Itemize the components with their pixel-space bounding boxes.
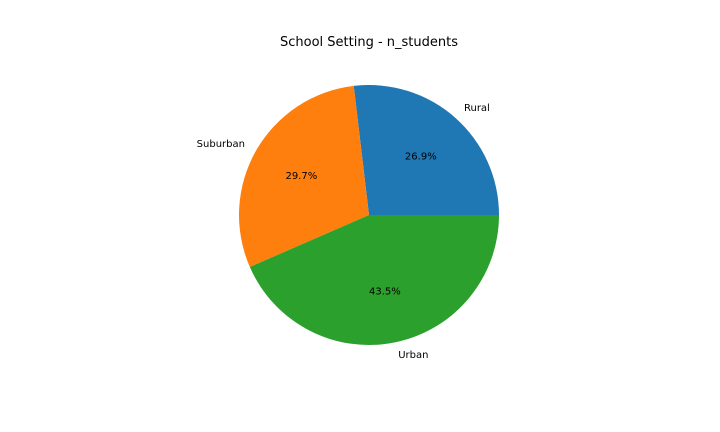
pie-slice-urban [249, 215, 499, 345]
pie-slice-rural [353, 84, 499, 215]
slice-label-rural: Rural [464, 103, 490, 114]
pie-slice-suburban [239, 85, 369, 267]
slice-value-rural: 26.9% [405, 152, 437, 163]
slice-label-suburban: Suburban [197, 139, 245, 150]
slice-label-urban: Urban [398, 350, 428, 361]
slice-value-suburban: 29.7% [285, 171, 317, 182]
chart-title: School Setting - n_students [280, 35, 458, 50]
pie-slices [239, 84, 499, 345]
slice-value-urban: 43.5% [369, 286, 401, 297]
pie-labels: Rural 26.9% Suburban 29.7% Urban 43.5% [197, 103, 490, 361]
